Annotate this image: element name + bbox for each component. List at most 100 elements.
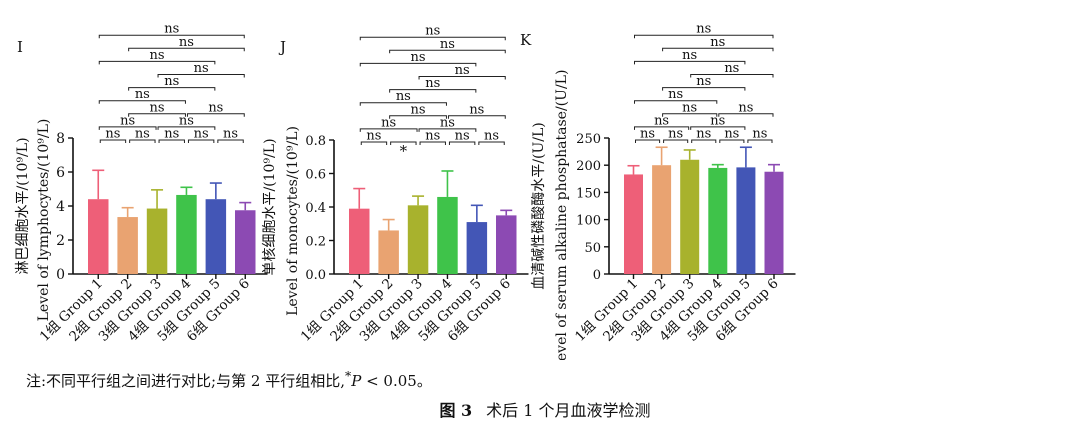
caption-label: 图 3 [439,401,473,420]
comparison-bracket [158,139,185,143]
bar [624,174,643,274]
comparison-bracket [359,36,506,41]
comparison-label: ns [164,22,179,37]
comparison-label: ns [469,102,484,117]
comparison-label: ns [484,129,499,144]
comparison-bracket [662,47,774,52]
y-tick-label: 6 [56,165,65,181]
comparison-bracket [418,128,477,132]
comparison-bracket [747,139,773,143]
comparison-label: ns [455,63,470,78]
comparison-label: ns [696,22,711,37]
figure-caption: 图 3 术后 1 个月血液学检测 [0,397,1090,421]
bar [205,199,227,274]
y-tick-label: 250 [576,132,601,147]
comparison-label: ns [455,129,470,144]
comparison-bracket [128,87,216,91]
comparison-label: ns [696,74,711,89]
y-tick-label: 8 [56,131,65,147]
comparison-bracket [719,139,745,143]
comparison-label: ns [105,127,120,142]
comparison-label: * [400,142,408,160]
comparison-bracket [662,87,746,91]
comparison-bracket [634,60,746,65]
bar [378,230,399,274]
y-tick-label: 0 [56,267,65,283]
comparison-label: ns [440,37,455,52]
chart-panel-j: J 0.0 0.2 0.4 0.6 0.8 单核细胞水平/(10⁹/L) Level of m… [262,24,529,345]
comparison-label: ns [411,102,426,117]
comparison-bracket [447,115,506,119]
comparison-bracket [634,100,718,104]
comparison-bracket [99,139,127,143]
y-tick-label: 0.8 [305,134,326,149]
bar [680,159,700,274]
y-tick-label: 0.0 [305,268,326,283]
y-tick-label: 0 [593,268,601,283]
comparison-label: ns [752,127,767,142]
comparison-label: ns [724,127,739,142]
comparison-label: ns [179,113,194,128]
comparison-label: ns [710,35,725,50]
comparison-label: ns [366,129,381,144]
comparison-bracket [478,141,505,145]
y-axis-title-en: Level of monocytes/(10⁹/L) [285,126,301,316]
bar [176,194,197,274]
comparison-label: ns [425,76,440,91]
comparison-bracket [448,141,476,145]
bar [708,167,728,274]
comparison-label: ns [440,115,455,130]
comparison-label: ns [150,100,165,115]
note-star: * [344,368,352,383]
bar [349,208,370,274]
note-p: P [351,372,362,390]
comparison-bracket [390,141,417,145]
comparison-bracket [98,126,157,130]
y-tick-label: 0.2 [305,235,326,250]
panel-label: J [278,38,286,56]
comparison-label: ns [668,127,683,142]
y-tick-label: 0.6 [305,168,326,183]
bar [496,215,517,274]
comparison-label: ns [640,127,655,142]
comparison-label: ns [164,127,179,142]
figure-note: 注:不同平行组之间进行对比;与第 2 平行组相比,*P < 0.05。 [26,368,432,391]
comparison-bracket [98,60,216,65]
comparison-label: ns [135,127,150,142]
comparison-label: ns [724,61,739,76]
comparison-label: ns [425,24,440,39]
bar [736,167,756,274]
comparison-label: ns [682,100,697,115]
comparison-label: ns [682,48,697,63]
comparison-bracket [128,113,186,117]
chart-panel-i: I 0 2 4 6 8 淋巴细胞水平/(10⁹/L) Level of lymphocytes… [15,22,268,345]
comparison-bracket [389,49,506,54]
y-tick-label: 50 [584,241,601,256]
comparison-bracket [634,34,774,39]
bar [88,199,109,274]
comparison-label: ns [381,115,396,130]
comparison-bracket [690,126,746,130]
comparison-label: ns [179,35,194,50]
comparison-label: ns [208,100,223,115]
comparison-label: ns [194,127,209,142]
y-axis-title-en: Level of serum alkaline phosphatase/(U/L… [554,70,570,360]
comparison-label: ns [411,50,426,65]
comparison-label: ns [135,87,150,102]
bar [146,208,168,274]
y-axis-title-cn: 单核细胞水平/(10⁹/L) [262,138,278,275]
comparison-label: ns [654,113,669,128]
y-tick-label: 100 [576,214,601,229]
bar [235,210,256,274]
comparison-label: ns [425,129,440,144]
comparison-bracket [691,139,717,143]
comparison-bracket [419,141,446,145]
comparison-bracket [98,100,186,104]
bar [117,217,138,274]
bar [437,196,458,274]
comparison-bracket [157,126,216,130]
comparison-bracket [359,102,447,106]
comparison-bracket [359,128,418,132]
comparison-bracket [635,139,661,143]
comparison-label: ns [164,74,179,89]
